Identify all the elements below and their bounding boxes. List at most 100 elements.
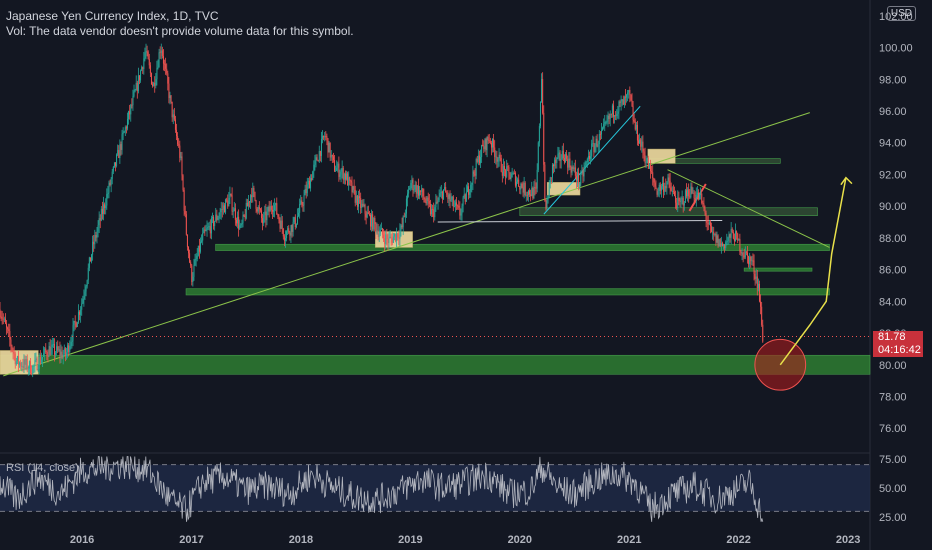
- candle-body: [38, 357, 40, 369]
- candle-body: [215, 214, 217, 222]
- candle-body: [265, 211, 267, 221]
- candle-body: [740, 251, 742, 254]
- candle-body: [458, 205, 460, 208]
- y-tick-label: 78.00: [879, 391, 907, 403]
- candle-body: [561, 150, 563, 160]
- y-tick-label: 92.00: [879, 169, 907, 181]
- candle-body: [211, 217, 213, 219]
- candle-body: [520, 183, 522, 190]
- candle-body: [681, 197, 683, 199]
- candle-body: [190, 262, 192, 266]
- candle-body: [490, 142, 492, 148]
- candle-body: [250, 195, 252, 203]
- candle-body: [741, 252, 743, 254]
- candle-body: [363, 204, 365, 206]
- candle-body: [213, 217, 215, 227]
- candle-body: [474, 173, 476, 176]
- candle-body: [422, 188, 424, 197]
- candle-body: [181, 156, 183, 176]
- candle-body: [244, 215, 246, 219]
- candle-body: [315, 157, 317, 161]
- projection-arrowhead: [840, 176, 853, 186]
- candle-body: [311, 178, 313, 181]
- candle-body: [258, 207, 260, 210]
- candle-body: [697, 192, 699, 199]
- candle-body: [557, 153, 559, 158]
- candle-body: [196, 255, 198, 260]
- candle-body: [268, 206, 270, 212]
- candle-body: [146, 51, 148, 53]
- candle-body: [124, 127, 126, 132]
- candle-body: [703, 203, 705, 209]
- candle-body: [612, 105, 614, 117]
- candle-body: [431, 209, 433, 215]
- candle-body: [356, 195, 358, 207]
- candle-body: [387, 238, 389, 244]
- candle-body: [655, 186, 657, 189]
- candle-body: [743, 255, 745, 258]
- candle-body: [301, 200, 303, 206]
- candle-body: [509, 172, 511, 180]
- candle-body: [1, 316, 3, 319]
- candle-body: [646, 158, 648, 163]
- candle-body: [222, 205, 224, 210]
- x-tick-label: 2022: [726, 534, 750, 546]
- candle-body: [377, 230, 379, 238]
- candle-body: [277, 214, 279, 217]
- candle-body: [385, 234, 387, 245]
- candle-body: [652, 172, 654, 179]
- candle-body: [603, 124, 605, 128]
- candle-body: [2, 318, 4, 320]
- candle-body: [590, 156, 592, 159]
- candle-body: [283, 236, 285, 241]
- candle-body: [495, 156, 497, 158]
- candle-body: [14, 353, 16, 365]
- candle-body: [524, 182, 526, 195]
- candle-body: [492, 138, 494, 148]
- candle-body: [650, 164, 652, 172]
- candle-body: [515, 181, 517, 186]
- candle-body: [178, 144, 180, 146]
- candle-body: [307, 180, 309, 185]
- candle-body: [395, 233, 397, 241]
- candle-body: [195, 259, 197, 260]
- zone-green: [215, 243, 830, 251]
- candle-body: [426, 197, 428, 204]
- candle-body: [587, 155, 589, 159]
- candle-body: [699, 193, 701, 199]
- candle-body: [134, 90, 136, 92]
- candle-body: [192, 276, 194, 282]
- candle-body: [104, 204, 106, 209]
- candle-body: [115, 162, 117, 166]
- candle-body: [498, 154, 500, 160]
- candle-body: [609, 113, 611, 119]
- candle-body: [537, 142, 539, 170]
- candle-body: [19, 362, 21, 365]
- candle-body: [433, 209, 435, 218]
- candle-body: [372, 214, 374, 230]
- y-tick-label: 80.00: [879, 360, 907, 372]
- candle-body: [171, 101, 173, 118]
- candle-body: [352, 186, 354, 193]
- candle-body: [669, 180, 671, 188]
- candle-body: [555, 159, 557, 163]
- candle-body: [45, 348, 47, 353]
- candle-body: [579, 183, 581, 185]
- candle-body: [125, 127, 127, 129]
- currency-badge[interactable]: USD: [886, 6, 916, 21]
- candle-body: [605, 121, 607, 123]
- candle-body: [517, 179, 519, 182]
- candle-body: [675, 196, 677, 203]
- candle-body: [295, 223, 297, 228]
- candle-body: [290, 225, 292, 236]
- candle-body: [223, 205, 225, 213]
- candle-body: [593, 143, 595, 153]
- candle-body: [737, 233, 739, 241]
- candle-body: [548, 183, 550, 199]
- candle-body: [616, 113, 618, 117]
- candle-body: [160, 50, 162, 53]
- candle-body: [684, 190, 686, 203]
- candle-body: [204, 229, 206, 232]
- candle-body: [303, 195, 305, 206]
